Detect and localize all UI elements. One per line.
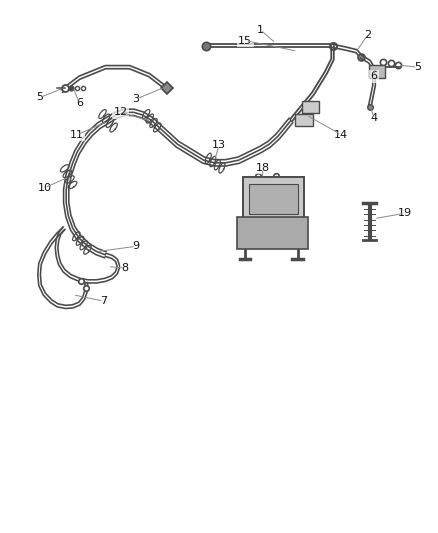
Text: 6: 6 [371, 71, 378, 81]
Text: 7: 7 [100, 296, 107, 306]
Text: 15: 15 [238, 36, 252, 45]
FancyBboxPatch shape [369, 65, 385, 78]
Text: 3: 3 [133, 94, 140, 104]
Text: 6: 6 [76, 98, 83, 108]
Bar [295, 115, 313, 126]
Text: 11: 11 [70, 130, 84, 140]
Text: 10: 10 [37, 183, 51, 193]
Text: 9: 9 [132, 241, 140, 251]
Text: 2: 2 [364, 30, 371, 41]
Text: 14: 14 [334, 130, 348, 140]
Text: 19: 19 [398, 208, 412, 219]
Text: 4: 4 [371, 112, 378, 123]
Bar [302, 101, 319, 113]
Text: 5: 5 [414, 62, 421, 72]
FancyBboxPatch shape [237, 217, 307, 249]
Text: 13: 13 [212, 140, 226, 150]
FancyBboxPatch shape [249, 183, 298, 214]
Text: 18: 18 [256, 163, 270, 173]
FancyBboxPatch shape [244, 176, 304, 221]
Text: 1: 1 [257, 25, 264, 35]
Text: 8: 8 [122, 263, 129, 273]
Text: 12: 12 [114, 107, 128, 117]
Text: 5: 5 [36, 92, 43, 102]
